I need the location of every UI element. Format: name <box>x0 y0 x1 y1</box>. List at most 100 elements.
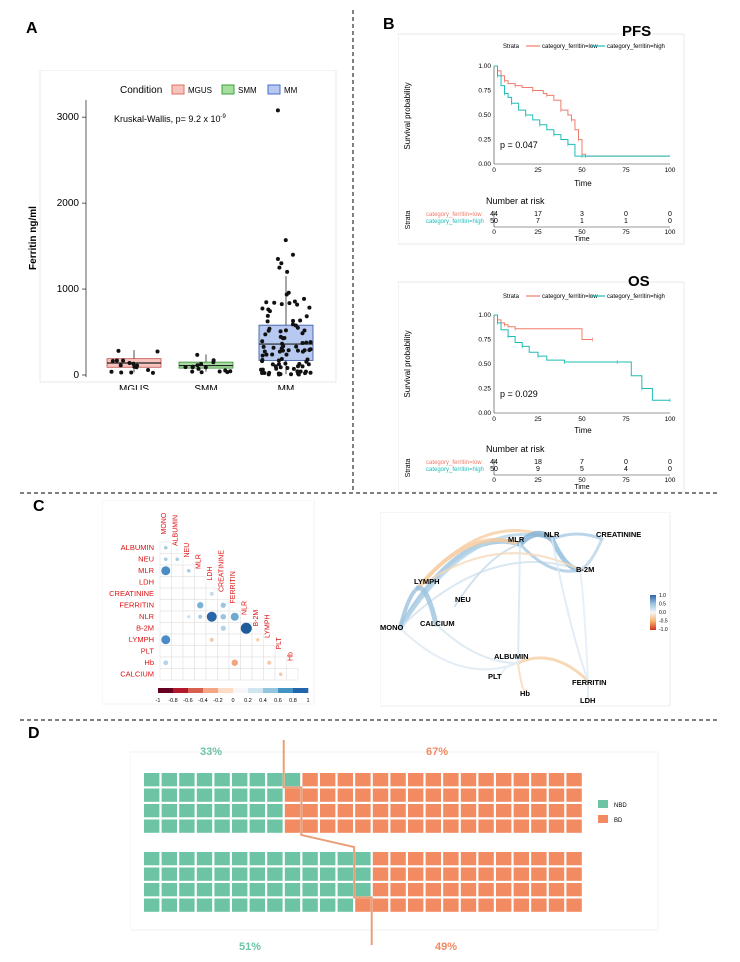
risk-count-high: 7 <box>536 218 540 225</box>
waffle-cell-nbd <box>232 852 248 866</box>
data-point <box>119 370 124 375</box>
waffle-cell-bd <box>443 898 459 912</box>
corr-col-label: LDH <box>207 566 214 580</box>
corr-cell <box>194 645 207 658</box>
y-tick-label: 1000 <box>57 284 80 295</box>
corr-cell <box>171 656 184 669</box>
waffle-cell-bd <box>566 804 582 818</box>
corr-cell <box>194 587 207 600</box>
network-node-ferritin: FERRITIN <box>572 678 607 687</box>
waffle-cell-bd <box>425 867 441 881</box>
km-y-tick: 0.25 <box>478 137 491 144</box>
network-node-nlr: NLR <box>544 530 560 539</box>
waffle-cell-bd <box>513 898 529 912</box>
data-point <box>294 344 299 349</box>
waffle-cell-nbd <box>267 773 283 787</box>
corr-cell <box>159 622 172 635</box>
network-edge <box>454 543 521 607</box>
waffle-cell-nbd <box>179 788 195 802</box>
waffle-cell-nbd <box>144 773 160 787</box>
corr-cell <box>251 656 264 669</box>
data-point <box>261 344 266 349</box>
os-legend-high: category_ferritin=high <box>607 294 665 300</box>
pfs-xlabel: Time <box>574 179 592 188</box>
panel-a-legend-title: Condition <box>120 85 162 96</box>
waffle-cell-nbd <box>144 819 160 833</box>
data-point <box>278 365 283 370</box>
corr-cell <box>159 645 172 658</box>
colorbar-segment <box>283 688 289 693</box>
risk-count-high: 9 <box>536 466 540 473</box>
corr-cell <box>159 599 172 612</box>
waffle-cell-bd <box>566 883 582 897</box>
corr-row-label: Hb <box>144 658 154 667</box>
km-curve-high <box>494 65 670 157</box>
data-point <box>308 340 313 345</box>
waffle-cell-bd <box>478 852 494 866</box>
corr-col-label: MONO <box>161 512 168 534</box>
os-risk-high-label: category_ferritin=high <box>426 467 484 473</box>
risk-count-high: 0 <box>668 466 672 473</box>
waffle-cell-nbd <box>337 867 353 881</box>
waffle-cell-nbd <box>179 773 195 787</box>
panel-a-annotation: Kruskal-Wallis, p= 9.2 x 10-9 <box>114 114 226 124</box>
waffle-cell-bd <box>566 852 582 866</box>
data-point <box>134 365 139 370</box>
pfs-legend-high: category_ferritin=high <box>607 44 665 50</box>
risk-x-tick: 75 <box>622 229 630 236</box>
data-point <box>282 336 287 341</box>
waffle-cell-bd <box>478 788 494 802</box>
corr-cell <box>228 645 241 658</box>
corr-col-label: NLR <box>242 601 249 615</box>
waffle-cell-nbd <box>249 804 265 818</box>
panel-b-pfs: PFS Strata category_ferritin=low categor… <box>398 23 685 245</box>
waffle-cell-bd <box>372 773 389 787</box>
y-tick-label: 0 <box>73 370 79 381</box>
legend-label-mm: MM <box>284 86 298 95</box>
corr-col-label: CREATININE <box>219 550 226 592</box>
km-y-tick: 0.50 <box>478 361 491 368</box>
waffle-cell-bd <box>548 804 565 818</box>
colorbar-segment <box>173 688 179 693</box>
network-node-neu: NEU <box>455 595 471 604</box>
waffle-cell-nbd <box>144 867 160 881</box>
colorbar-segment <box>218 688 224 693</box>
waffle-cell-bd <box>460 898 477 912</box>
corr-cell <box>159 610 172 623</box>
colorbar-tick: 0.6 <box>274 698 282 704</box>
waffle-cell-bd <box>355 898 371 912</box>
corr-cell <box>182 645 195 658</box>
data-point <box>298 318 303 323</box>
corr-cell <box>274 656 287 669</box>
waffle-cell-bd <box>478 773 494 787</box>
risk-x-tick: 100 <box>665 477 676 484</box>
waffle-cell-bd <box>390 852 406 866</box>
risk-count-low: 44 <box>490 459 498 466</box>
colorbar-segment <box>203 688 209 693</box>
corr-cell <box>228 668 241 681</box>
pfs-risk-low-label: category_ferritin=low <box>426 212 482 218</box>
waffle-cell-bd <box>531 788 547 802</box>
colorbar-segment <box>158 688 164 693</box>
corr-row-label: CREATININE <box>109 589 154 598</box>
risk-xlabel: Time <box>574 236 589 243</box>
waffle-cell-bd <box>390 883 406 897</box>
data-point <box>308 347 313 352</box>
waffle-bottom-bd-pct: 49% <box>435 941 457 953</box>
data-point <box>270 352 275 357</box>
waffle-cell-nbd <box>232 804 248 818</box>
waffle-cell-bd <box>460 867 477 881</box>
colorbar-segment <box>293 688 299 693</box>
waffle-cell-bd <box>548 819 565 833</box>
corr-cell <box>286 668 299 681</box>
data-point <box>295 369 300 374</box>
network-edge <box>435 623 519 665</box>
risk-count-low: 44 <box>490 211 498 218</box>
waffle-cell-bd <box>496 804 512 818</box>
data-point <box>190 369 195 374</box>
data-point <box>291 366 296 371</box>
data-point <box>196 366 201 371</box>
data-point <box>116 348 121 353</box>
pfs-legend-low: category_ferritin=low <box>542 44 598 50</box>
panel-d-waffle: 33% 67% 51% 49% HF LF NBD BD <box>130 740 659 953</box>
